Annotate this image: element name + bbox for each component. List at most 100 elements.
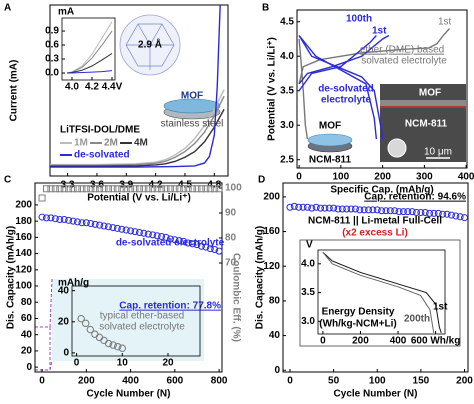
annotation: NCM-811 || Li-metal Full-Cell <box>308 216 442 227</box>
data-point <box>153 185 161 193</box>
x-tick-label: 4.0 <box>65 82 79 93</box>
y2-tick-label: 100 <box>225 183 242 194</box>
x-axis-label: Cycle Number (N) <box>334 389 418 400</box>
data-point <box>86 325 94 334</box>
data-point <box>47 214 55 222</box>
data-point <box>114 342 122 351</box>
sem-mof-band <box>380 100 466 106</box>
annotation: 10 μm <box>424 147 452 158</box>
annotation: stainless steel <box>161 119 224 130</box>
data-point <box>378 207 386 215</box>
y2-tick-label: 90 <box>225 208 237 219</box>
panel-label: D <box>258 175 265 186</box>
data-point <box>317 204 325 212</box>
data-point <box>211 246 219 254</box>
data-point <box>295 203 303 211</box>
y-axis-label: Current (mA) <box>9 60 20 122</box>
data-point <box>109 224 117 232</box>
annotation: 1st <box>438 17 452 28</box>
x-tick-label: 0 <box>287 376 293 387</box>
y-tick-label: 0.6 <box>45 40 59 51</box>
y-tick-label: 0.3 <box>45 54 59 65</box>
annotation: ether (DME) based <box>360 45 444 56</box>
plot-frame <box>49 4 229 177</box>
y-tick-label: 160 <box>15 232 32 243</box>
panel-label: A <box>4 3 11 14</box>
data-point <box>131 185 139 193</box>
annotation: solvated electrolyte <box>361 56 447 67</box>
annotation: Cap. retention: 77.8% <box>119 301 221 312</box>
data-point <box>373 206 381 214</box>
x-tick-label: 400 <box>390 336 407 347</box>
data-point <box>290 202 298 210</box>
data-point <box>113 224 121 232</box>
y-tick-label: 60 <box>21 313 33 324</box>
data-point <box>109 185 117 193</box>
x-tick-label: 0 <box>39 376 45 387</box>
data-point <box>171 236 179 244</box>
data-point <box>60 216 68 224</box>
mof-layer <box>163 98 221 114</box>
plot-frame <box>282 182 469 373</box>
legend-label: 1M <box>74 138 88 149</box>
y-tick-label: 3.0 <box>301 316 315 327</box>
annotation: NCM-811 <box>405 119 448 130</box>
series-line <box>298 28 450 84</box>
inset-background <box>52 279 204 361</box>
annotation: MOF <box>181 91 203 102</box>
data-point <box>211 185 219 193</box>
panel-label: C <box>4 175 11 186</box>
y-axis-label: Dis. Capacity (mAh/g) <box>255 226 266 329</box>
x-tick-label: 100 <box>369 376 386 387</box>
data-point <box>404 208 412 216</box>
data-point <box>206 185 214 193</box>
plot-frame <box>71 285 201 357</box>
data-point <box>303 203 311 211</box>
data-point <box>73 185 81 193</box>
y2-axis-label: Coulombic Eff. (%) <box>230 253 241 342</box>
data-point <box>330 204 338 212</box>
data-point <box>122 185 130 193</box>
data-point <box>100 222 108 230</box>
data-point <box>78 219 86 227</box>
zoom-line <box>49 360 53 371</box>
panel-label: B <box>262 3 269 14</box>
x-tick-label: 200 <box>374 172 391 183</box>
data-point <box>158 233 166 241</box>
y-axis-label: Dis. Capacity (mAh/g) <box>6 226 17 329</box>
data-point <box>184 185 192 193</box>
mof-bonds <box>125 23 175 70</box>
data-point <box>189 185 197 193</box>
data-point <box>82 319 90 328</box>
x-tick-label: 4.2 <box>149 180 163 191</box>
data-point <box>96 221 104 229</box>
data-point <box>127 185 135 193</box>
x-tick-label: 200 <box>78 376 95 387</box>
y-tick-label: 20 <box>21 346 33 357</box>
y-tick-label: 4.0 <box>280 51 294 62</box>
data-point <box>421 208 429 216</box>
x-tick-label: 3.9 <box>119 180 133 191</box>
series-line <box>322 251 442 334</box>
data-point <box>360 206 368 214</box>
data-point <box>87 185 95 193</box>
annotation: solvated electrolyte <box>99 322 185 333</box>
x-tick-label: 10 <box>117 358 129 369</box>
data-point <box>391 207 399 215</box>
data-point <box>149 231 157 239</box>
data-point <box>308 204 316 212</box>
annotation: LiTFSI-DOL/DME <box>60 125 140 136</box>
annotation: (Wh/kg-NCM+Li) <box>319 319 397 330</box>
y-tick-label: 120 <box>263 261 280 272</box>
series-line <box>298 35 384 140</box>
annotation: 1st <box>433 302 448 313</box>
data-point <box>312 203 320 211</box>
data-point <box>51 185 59 193</box>
data-point <box>184 239 192 247</box>
data-point <box>461 214 469 222</box>
series-line <box>67 70 113 74</box>
annotation: 1st <box>372 26 387 37</box>
y-tick-label: 80 <box>269 296 281 307</box>
y-tick-label: 100 <box>15 281 32 292</box>
data-point <box>158 185 166 193</box>
